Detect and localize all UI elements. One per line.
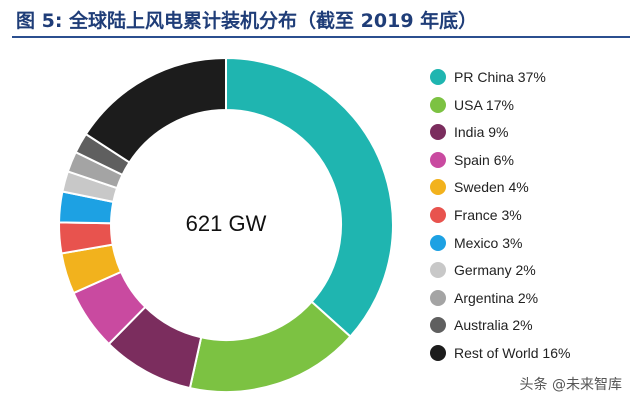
legend-label: PR China 37%: [454, 69, 546, 85]
legend-item-australia: Australia 2%: [430, 314, 533, 336]
legend-label: Spain 6%: [454, 151, 514, 168]
legend-label: India 9%: [454, 124, 509, 141]
center-total-label: 621 GW: [186, 211, 267, 236]
legend-swatch: [430, 289, 446, 306]
legend-item-argentina: Argentina 2%: [430, 287, 538, 309]
donut-slices: [58, 56, 394, 393]
legend-item-germany: Germany 2%: [430, 259, 536, 281]
legend-label: France 3%: [454, 207, 522, 223]
legend-label: Mexico 3%: [454, 234, 523, 251]
legend-item-spain: Spain 6%: [430, 149, 514, 171]
legend-swatch: [430, 262, 446, 279]
legend-swatch: [430, 151, 446, 168]
legend-item-rest-of-world: Rest of World 16%: [430, 342, 570, 364]
legend-swatch: [430, 69, 446, 85]
source-watermark: 头条 @未来智库: [513, 372, 628, 396]
legend-label: Argentina 2%: [454, 289, 539, 306]
donut-slice-usa: [188, 300, 352, 393]
legend-label: Germany 2%: [454, 262, 536, 279]
legend-item-france: France 3%: [430, 204, 522, 226]
chart-legend: PR China 37% USA 17% India 9% Spain 6% Swede…: [430, 66, 600, 372]
donut-slice-rest-of-world: [84, 56, 227, 164]
legend-label: Australia 2%: [454, 317, 533, 334]
legend-swatch: [430, 345, 446, 361]
legend-label: USA 17%: [454, 96, 514, 113]
title-divider: [12, 36, 630, 38]
donut-slice-pr-china: [225, 56, 394, 338]
legend-item-india: India 9%: [430, 121, 508, 143]
legend-label: Rest of World 16%: [454, 345, 571, 361]
legend-item-usa: USA 17%: [430, 94, 514, 116]
legend-item-pr-china: PR China 37%: [430, 66, 546, 88]
legend-item-mexico: Mexico 3%: [430, 232, 522, 254]
legend-swatch: [430, 234, 446, 251]
legend-swatch: [430, 96, 446, 113]
legend-swatch: [430, 124, 446, 141]
legend-swatch: [430, 179, 446, 196]
legend-item-sweden: Sweden 4%: [430, 176, 529, 198]
legend-label: Sweden 4%: [454, 179, 529, 196]
legend-swatch: [430, 207, 446, 223]
legend-swatch: [430, 317, 446, 334]
figure-title: 图 5: 全球陆上风电累计装机分布（截至 2019 年底）: [16, 10, 478, 32]
